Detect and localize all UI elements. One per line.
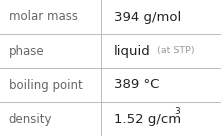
Text: molar mass: molar mass [9,10,78,24]
Text: 389 °C: 389 °C [114,78,159,92]
Text: 3: 3 [175,107,180,116]
Text: liquid: liquid [114,44,151,58]
Text: 1.52 g/cm: 1.52 g/cm [114,112,181,126]
Text: density: density [9,112,52,126]
Text: boiling point: boiling point [9,78,83,92]
Text: 394 g/mol: 394 g/mol [114,10,181,24]
Text: phase: phase [9,44,44,58]
Text: (at STP): (at STP) [157,47,194,55]
